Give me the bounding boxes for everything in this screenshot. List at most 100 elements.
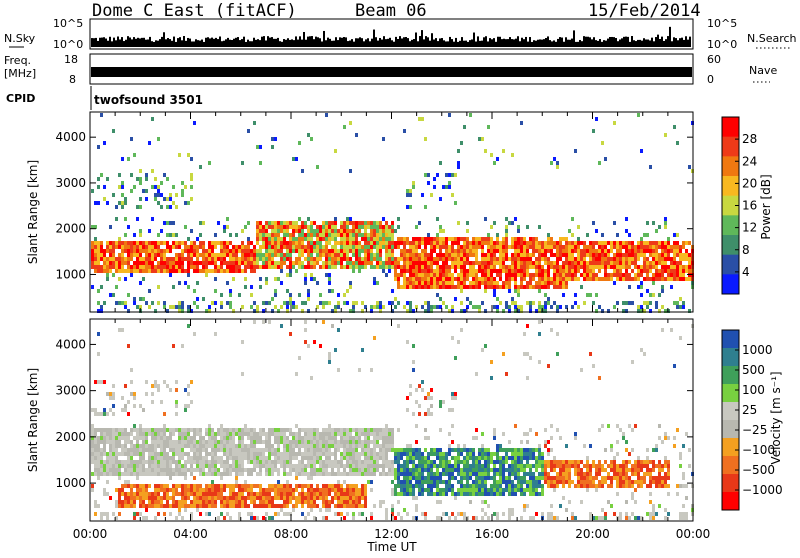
heatmap-cell	[598, 305, 601, 309]
heatmap-cell	[220, 500, 223, 504]
heatmap-cell	[286, 500, 289, 504]
heatmap-cell	[283, 456, 286, 460]
heatmap-cell	[265, 432, 268, 436]
heatmap-cell	[367, 257, 370, 261]
heatmap-cell	[385, 512, 388, 516]
heatmap-cell	[352, 516, 355, 520]
heatmap-cell	[100, 305, 103, 309]
heatmap-cell	[385, 424, 388, 428]
heatmap-cell	[169, 257, 172, 261]
heatmap-cell	[346, 488, 349, 492]
heatmap-cell	[616, 261, 619, 265]
heatmap-cell	[412, 472, 415, 476]
heatmap-cell	[553, 157, 556, 161]
heatmap-cell	[643, 261, 646, 265]
heatmap-cell	[259, 496, 262, 500]
heatmap-cell	[100, 173, 103, 177]
heatmap-cell	[259, 161, 262, 165]
heatmap-cell	[649, 245, 652, 249]
heatmap-cell	[544, 257, 547, 261]
heatmap-cell	[328, 273, 331, 277]
heatmap-cell	[166, 472, 169, 476]
heatmap-cell	[172, 221, 175, 225]
heatmap-cell	[475, 241, 478, 245]
heatmap-cell	[226, 261, 229, 265]
heatmap-cell	[133, 484, 136, 488]
heatmap-cell	[250, 249, 253, 253]
heatmap-cell	[238, 257, 241, 261]
heatmap-cell	[283, 468, 286, 472]
heatmap-cell	[436, 217, 439, 221]
heatmap-cell	[496, 241, 499, 245]
heatmap-cell	[124, 249, 127, 253]
y-tick-label: 4000	[55, 130, 86, 144]
heatmap-cell	[142, 484, 145, 488]
heatmap-cell	[112, 412, 115, 416]
nsky-bar	[337, 40, 339, 47]
heatmap-cell	[364, 428, 367, 432]
heatmap-cell	[346, 444, 349, 448]
heatmap-cell	[187, 484, 190, 488]
heatmap-cell	[115, 460, 118, 464]
heatmap-cell	[130, 249, 133, 253]
heatmap-cell	[346, 289, 349, 293]
heatmap-cell	[346, 436, 349, 440]
heatmap-cell	[403, 261, 406, 265]
heatmap-cell	[646, 305, 649, 309]
heatmap-cell	[151, 249, 154, 253]
heatmap-cell	[409, 241, 412, 245]
heatmap-cell	[127, 400, 130, 404]
heatmap-cell	[226, 460, 229, 464]
heatmap-cell	[676, 273, 679, 277]
heatmap-cell	[439, 452, 442, 456]
heatmap-cell	[151, 436, 154, 440]
heatmap-cell	[379, 305, 382, 309]
heatmap-cell	[493, 257, 496, 261]
heatmap-cell	[160, 269, 163, 273]
heatmap-cell	[337, 512, 340, 516]
heatmap-cell	[100, 448, 103, 452]
heatmap-cell	[493, 293, 496, 297]
heatmap-cell	[310, 428, 313, 432]
heatmap-cell	[358, 257, 361, 261]
heatmap-cell	[151, 185, 154, 189]
heatmap-cell	[166, 177, 169, 181]
heatmap-cell	[364, 500, 367, 504]
heatmap-cell	[310, 277, 313, 281]
heatmap-cell	[229, 484, 232, 488]
heatmap-cell	[451, 277, 454, 281]
heatmap-cell	[343, 440, 346, 444]
heatmap-cell	[631, 253, 634, 257]
heatmap-cell	[118, 452, 121, 456]
heatmap-cell	[163, 504, 166, 508]
heatmap-cell	[274, 261, 277, 265]
heatmap-cell	[238, 245, 241, 249]
heatmap-cell	[679, 273, 682, 277]
heatmap-cell	[214, 468, 217, 472]
heatmap-cell	[571, 217, 574, 221]
heatmap-cell	[349, 484, 352, 488]
heatmap-cell	[181, 181, 184, 185]
heatmap-cell	[385, 237, 388, 241]
heatmap-cell	[388, 432, 391, 436]
nsky-bar	[305, 40, 307, 47]
heatmap-cell	[454, 241, 457, 245]
heatmap-cell	[649, 269, 652, 273]
heatmap-cell	[628, 257, 631, 261]
heatmap-cell	[424, 428, 427, 432]
heatmap-cell	[430, 241, 433, 245]
heatmap-cell	[418, 253, 421, 257]
heatmap-cell	[442, 241, 445, 245]
heatmap-cell	[364, 444, 367, 448]
heatmap-cell	[325, 504, 328, 508]
heatmap-cell	[334, 257, 337, 261]
heatmap-cell	[100, 452, 103, 456]
heatmap-cell	[574, 277, 577, 281]
heatmap-cell	[160, 460, 163, 464]
heatmap-cell	[166, 496, 169, 500]
heatmap-cell	[403, 468, 406, 472]
heatmap-cell	[517, 265, 520, 269]
heatmap-cell	[553, 241, 556, 245]
heatmap-cell	[208, 245, 211, 249]
heatmap-cell	[118, 440, 121, 444]
